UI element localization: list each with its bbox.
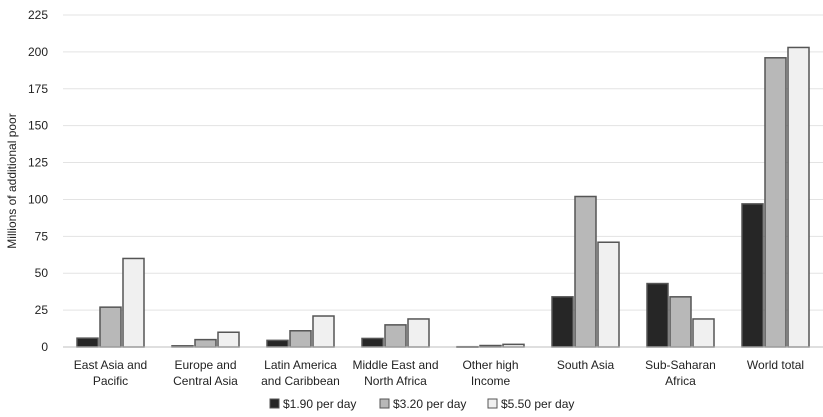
y-tick-label: 50 — [35, 266, 49, 280]
y-tick-label: 125 — [28, 156, 48, 170]
x-category-label: East Asia and Pacific — [74, 358, 147, 388]
y-tick-label: 75 — [35, 229, 49, 243]
bar — [551, 296, 574, 348]
bar — [266, 339, 289, 348]
bar — [646, 282, 669, 348]
gridlines — [63, 14, 823, 311]
y-tick-label: 200 — [28, 45, 48, 59]
bar — [76, 337, 99, 348]
bar — [574, 195, 597, 348]
x-category-label: South Asia — [557, 358, 615, 372]
y-tick-label: 225 — [28, 8, 48, 22]
x-category-label: Other high Income — [462, 358, 518, 388]
bar — [312, 315, 335, 348]
bar — [289, 330, 312, 348]
y-tick-labels: 0 25 50 75 100 125 150 175 200 225 — [28, 8, 48, 354]
bar — [669, 296, 692, 348]
x-category-label: Middle East and North Africa — [352, 358, 438, 388]
legend-label: $1.90 per day — [283, 397, 356, 411]
x-category-label: Europe and Central Asia — [173, 358, 238, 388]
legend-label: $3.20 per day — [393, 397, 466, 411]
bar — [741, 203, 764, 348]
bar — [122, 257, 145, 348]
x-category-label: World total — [747, 358, 804, 372]
bar — [764, 57, 787, 348]
bar — [99, 306, 122, 348]
y-axis-title: Millions of additional poor — [5, 113, 19, 248]
x-category-label: Sub-Saharan Africa — [645, 358, 716, 388]
legend-swatch — [379, 398, 390, 409]
bar — [384, 324, 407, 348]
bar — [217, 331, 240, 348]
y-tick-label: 0 — [41, 340, 48, 354]
bar — [194, 338, 217, 348]
x-category-label: Latin America and Caribbean — [261, 358, 340, 388]
legend-swatch — [269, 398, 280, 409]
legend-label: $5.50 per day — [501, 397, 574, 411]
y-tick-label: 150 — [28, 119, 48, 133]
bar — [597, 241, 620, 348]
y-tick-label: 25 — [35, 303, 49, 317]
bars — [76, 46, 810, 348]
bar — [407, 318, 430, 348]
legend: $1.90 per day $3.20 per day $5.50 per day — [269, 397, 574, 411]
bar — [692, 318, 715, 348]
category-labels: East Asia and Pacific Europe and Central As… — [74, 358, 804, 388]
y-tick-label: 175 — [28, 82, 48, 96]
bar — [787, 46, 810, 348]
y-tick-label: 100 — [28, 192, 48, 206]
legend-swatch — [487, 398, 498, 409]
bar — [361, 337, 384, 348]
